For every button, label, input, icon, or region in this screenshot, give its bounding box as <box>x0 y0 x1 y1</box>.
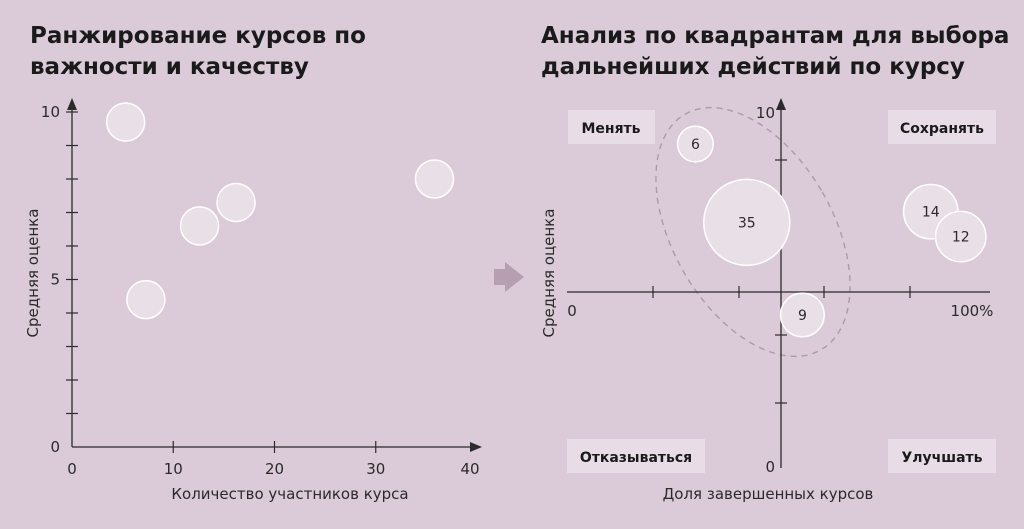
quadrant-drop: Отказываться <box>567 439 705 473</box>
right-bubble-label: 9 <box>798 308 807 324</box>
left-bubble <box>414 159 455 199</box>
right-bubble <box>676 125 714 163</box>
quadrant-labels: Менять Сохранять Отказываться Улучшать <box>567 110 996 473</box>
quadrant-change: Менять <box>568 110 655 144</box>
right-bubble-label: 12 <box>952 230 970 246</box>
right-bubbles: 6 35 14 12 9 <box>676 125 987 338</box>
right-chart-title: Анализ по квадрантам для выбора дальнейш… <box>541 23 1010 80</box>
left-x-tick-label: 0 <box>67 460 77 478</box>
right-y-tick-max: 10 <box>756 104 775 122</box>
right-x-minor-ticks <box>652 286 911 298</box>
quadrant-drop-label: Отказываться <box>580 450 692 466</box>
right-bubble-label: 14 <box>922 205 940 221</box>
left-x-tick-label: 10 <box>164 460 183 478</box>
right-x-tick-min: 0 <box>567 302 577 320</box>
right-bubble <box>779 292 825 338</box>
right-y-axis-title: Средняя оценка <box>540 209 558 338</box>
left-x-axis-title: Количество участников курса <box>171 485 408 503</box>
left-x-tick-label: 40 <box>460 460 479 478</box>
right-y-tick-min: 0 <box>765 458 775 476</box>
left-chart: 0 10 20 30 40 0 5 10 Количество участников кур… <box>24 98 482 503</box>
left-bubble <box>216 182 256 223</box>
left-y-axis-title: Средняя оценка <box>24 209 42 338</box>
left-x-tick-label: 20 <box>265 460 284 478</box>
left-bubbles <box>105 102 455 320</box>
left-bubble <box>126 279 166 320</box>
quadrant-improve-label: Улучшать <box>901 450 982 466</box>
right-chart: 0 100% 0 10 Менять Сохранять Отказыватьс… <box>540 98 996 503</box>
right-x-axis-title: Доля завершенных курсов <box>663 485 874 503</box>
left-y-minor-ticks <box>66 144 78 415</box>
left-chart-title: Ранжирование курсов по важности и качест… <box>30 23 366 80</box>
left-y-tick-label: 10 <box>41 103 60 121</box>
quadrant-change-label: Менять <box>581 121 640 137</box>
left-bubble <box>105 102 146 142</box>
right-bubble <box>703 178 791 267</box>
left-y-tick-label: 0 <box>50 438 60 456</box>
right-x-tick-max: 100% <box>951 302 994 320</box>
right-arrow-icon <box>494 262 524 292</box>
left-bubble <box>179 206 220 246</box>
right-bubble-label: 6 <box>691 137 700 153</box>
left-y-tick-label: 5 <box>50 271 60 289</box>
left-y-ticks: 0 5 10 <box>41 103 78 456</box>
left-x-ticks: 0 10 20 30 40 <box>67 441 480 478</box>
right-tick-labels: 0 100% 0 10 <box>567 104 993 476</box>
dashed-cluster-ellipse <box>655 106 851 358</box>
quadrant-keep-label: Сохранять <box>900 121 984 137</box>
left-x-tick-label: 30 <box>366 460 385 478</box>
right-bubble <box>934 210 987 263</box>
quadrant-keep: Сохранять <box>888 110 996 144</box>
right-bubble-label: 35 <box>738 215 756 231</box>
quadrant-improve: Улучшать <box>888 439 996 473</box>
